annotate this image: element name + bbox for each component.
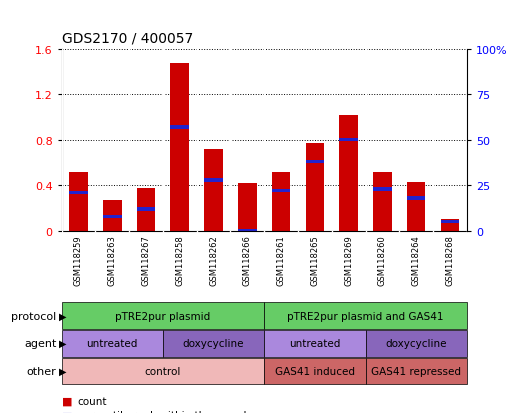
Bar — [272, 172, 290, 231]
Bar — [136, 188, 155, 231]
Bar — [69, 172, 88, 231]
Bar — [62, 358, 264, 385]
Bar — [365, 358, 467, 385]
Bar — [103, 215, 122, 218]
Bar — [373, 172, 392, 231]
Text: untreated: untreated — [289, 338, 341, 349]
Text: ▶: ▶ — [59, 311, 67, 321]
Text: GSM118265: GSM118265 — [310, 235, 320, 285]
Text: count: count — [77, 396, 107, 406]
Bar — [407, 197, 425, 200]
Text: GSM118261: GSM118261 — [277, 235, 286, 285]
Bar — [136, 208, 155, 211]
Text: untreated: untreated — [87, 338, 138, 349]
Bar — [238, 230, 256, 233]
Bar — [264, 358, 365, 385]
Bar — [238, 183, 256, 231]
Text: GSM118262: GSM118262 — [209, 235, 218, 285]
Bar — [441, 221, 459, 224]
Bar — [62, 302, 264, 329]
Bar — [373, 188, 392, 191]
Text: GSM118269: GSM118269 — [344, 235, 353, 285]
Text: percentile rank within the sample: percentile rank within the sample — [77, 411, 253, 413]
Bar — [163, 330, 264, 357]
Bar — [339, 139, 358, 142]
Bar — [441, 220, 459, 231]
Bar — [264, 302, 467, 329]
Text: ■: ■ — [62, 411, 72, 413]
Bar — [204, 179, 223, 182]
Bar — [272, 190, 290, 193]
Text: ▶: ▶ — [59, 338, 67, 349]
Bar — [339, 116, 358, 231]
Bar — [365, 330, 467, 357]
Bar — [170, 64, 189, 231]
Text: protocol: protocol — [11, 311, 56, 321]
Text: doxycycline: doxycycline — [385, 338, 447, 349]
Bar — [170, 126, 189, 129]
Text: ■: ■ — [62, 396, 72, 406]
Text: pTRE2pur plasmid: pTRE2pur plasmid — [115, 311, 210, 321]
Text: doxycycline: doxycycline — [183, 338, 244, 349]
Bar — [204, 150, 223, 231]
Text: GSM118264: GSM118264 — [411, 235, 421, 285]
Text: GSM118263: GSM118263 — [108, 235, 117, 285]
Text: GSM118268: GSM118268 — [445, 235, 455, 285]
Bar — [264, 330, 365, 357]
Text: GSM118258: GSM118258 — [175, 235, 184, 285]
Bar — [306, 144, 324, 231]
Bar — [69, 191, 88, 195]
Text: control: control — [145, 366, 181, 376]
Text: GDS2170 / 400057: GDS2170 / 400057 — [62, 31, 193, 45]
Text: other: other — [27, 366, 56, 376]
Text: GSM118260: GSM118260 — [378, 235, 387, 285]
Text: GSM118266: GSM118266 — [243, 235, 252, 285]
Text: pTRE2pur plasmid and GAS41: pTRE2pur plasmid and GAS41 — [287, 311, 444, 321]
Text: GSM118267: GSM118267 — [142, 235, 150, 285]
Text: agent: agent — [24, 338, 56, 349]
Text: ▶: ▶ — [59, 366, 67, 376]
Text: GSM118259: GSM118259 — [74, 235, 83, 285]
Text: GAS41 repressed: GAS41 repressed — [371, 366, 461, 376]
Text: GAS41 induced: GAS41 induced — [275, 366, 355, 376]
Bar — [306, 161, 324, 164]
Bar — [407, 183, 425, 231]
Bar — [103, 201, 122, 231]
Bar — [62, 330, 163, 357]
